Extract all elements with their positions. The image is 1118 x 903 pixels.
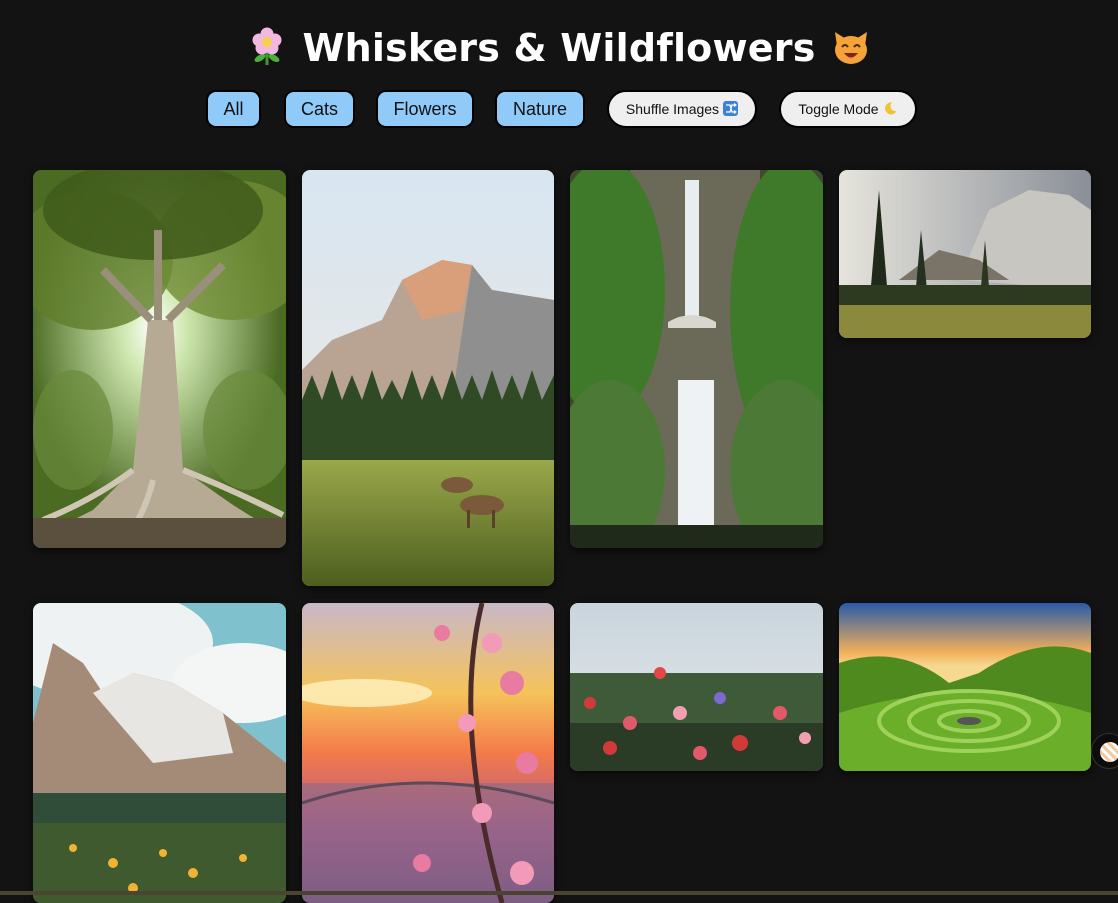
bottom-edge: [0, 891, 1118, 895]
cat-icon: [830, 26, 872, 68]
gallery-image-multnomah-falls[interactable]: [570, 170, 823, 548]
toggle-mode-label: Toggle Mode: [798, 101, 879, 117]
gallery-image-green-hills-spiral[interactable]: [839, 603, 1091, 771]
filter-nature-button[interactable]: Nature: [495, 90, 585, 128]
toggle-mode-button[interactable]: Toggle Mode: [779, 90, 917, 128]
gallery-image-el-capitan-meadow[interactable]: [839, 170, 1091, 338]
gallery-image-banyan-tree[interactable]: [33, 170, 286, 548]
filter-cats-button[interactable]: Cats: [284, 90, 355, 128]
gallery-image-half-dome-deer-meadow[interactable]: [302, 170, 554, 586]
shuffle-images-button[interactable]: Shuffle Images: [607, 90, 757, 128]
filter-all-button[interactable]: All: [206, 90, 261, 128]
gallery-image-wildflower-field[interactable]: [570, 603, 823, 771]
page-title: Whiskers & Wildflowers: [0, 22, 1118, 74]
page-title-text: Whiskers & Wildflowers: [302, 26, 816, 70]
toolbar: All Cats Flowers Nature Shuffle Images T…: [0, 90, 1118, 130]
shuffle-icon: [723, 94, 739, 116]
shuffle-images-label: Shuffle Images: [625, 101, 720, 117]
avatar-icon: [1100, 742, 1118, 762]
moon-icon: [883, 94, 898, 115]
header: Whiskers & Wildflowers: [0, 22, 1118, 74]
gallery-image-cherry-blossom-sunset[interactable]: [302, 603, 554, 903]
filter-flowers-button[interactable]: Flowers: [376, 90, 474, 128]
floating-avatar-button[interactable]: [1091, 733, 1118, 769]
flower-icon: [246, 26, 288, 68]
gallery-image-dolomites-wildflowers[interactable]: [33, 603, 286, 903]
